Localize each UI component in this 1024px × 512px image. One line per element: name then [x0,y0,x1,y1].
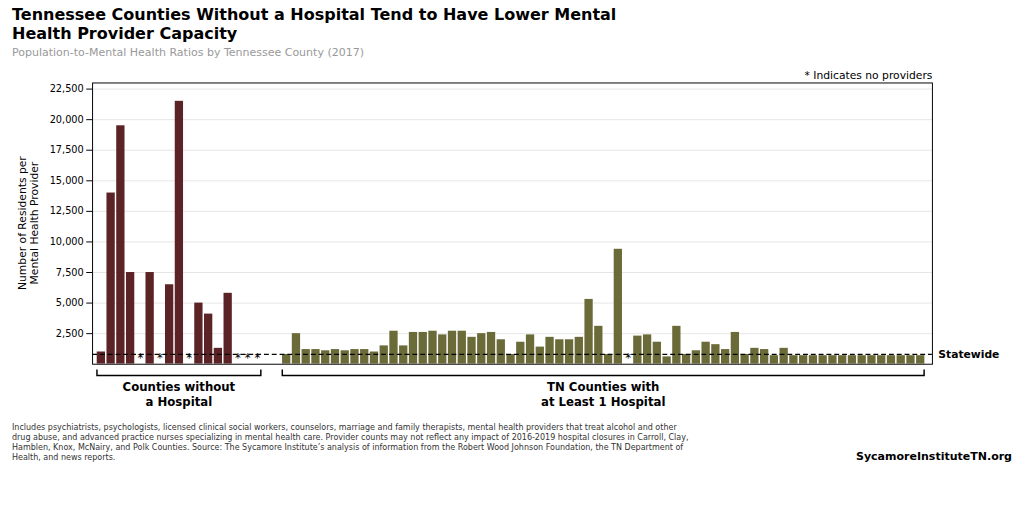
svg-text:*: * [245,352,251,366]
svg-text:2,500: 2,500 [56,328,84,339]
svg-text:TN Counties withat Least 1 Hos: TN Counties withat Least 1 Hospital [541,380,665,409]
svg-text:Counties withouta Hospital: Counties withouta Hospital [123,380,236,409]
svg-text:7,500: 7,500 [56,267,84,278]
svg-text:*: * [625,352,631,366]
html-text:Population-to-Mental Health Ra: Population-to-Mental Health Ratios by Te… [12,46,364,60]
svg-text:20,000: 20,000 [50,114,84,125]
svg-text:*: * [157,352,163,366]
html-text:Includes psychiatrists, psycho: Includes psychiatrists, psychologists, l… [12,422,689,462]
svg-text:* Indicates no providers: * Indicates no providers [804,69,932,82]
svg-text:*: * [235,352,241,366]
svg-text:12,500: 12,500 [50,206,84,217]
html-text:Tennessee Counties Without a H: Tennessee Counties Without a Hospital Te… [12,5,617,44]
html-text:SycamoreInstituteTN.org: SycamoreInstituteTN.org [856,449,1012,463]
svg-text:*: * [137,352,143,366]
svg-text:*: * [254,352,260,366]
svg-text:Number of Residents perMental: Number of Residents perMental Health Pro… [16,156,42,290]
svg-text:10,000: 10,000 [50,236,84,247]
svg-text:22,500: 22,500 [50,84,84,95]
svg-text:5,000: 5,000 [56,298,84,309]
svg-text:17,500: 17,500 [50,145,84,156]
svg-text:15,000: 15,000 [50,175,84,186]
svg-text:Statewide: Statewide [938,348,999,361]
svg-text:*: * [186,352,192,366]
